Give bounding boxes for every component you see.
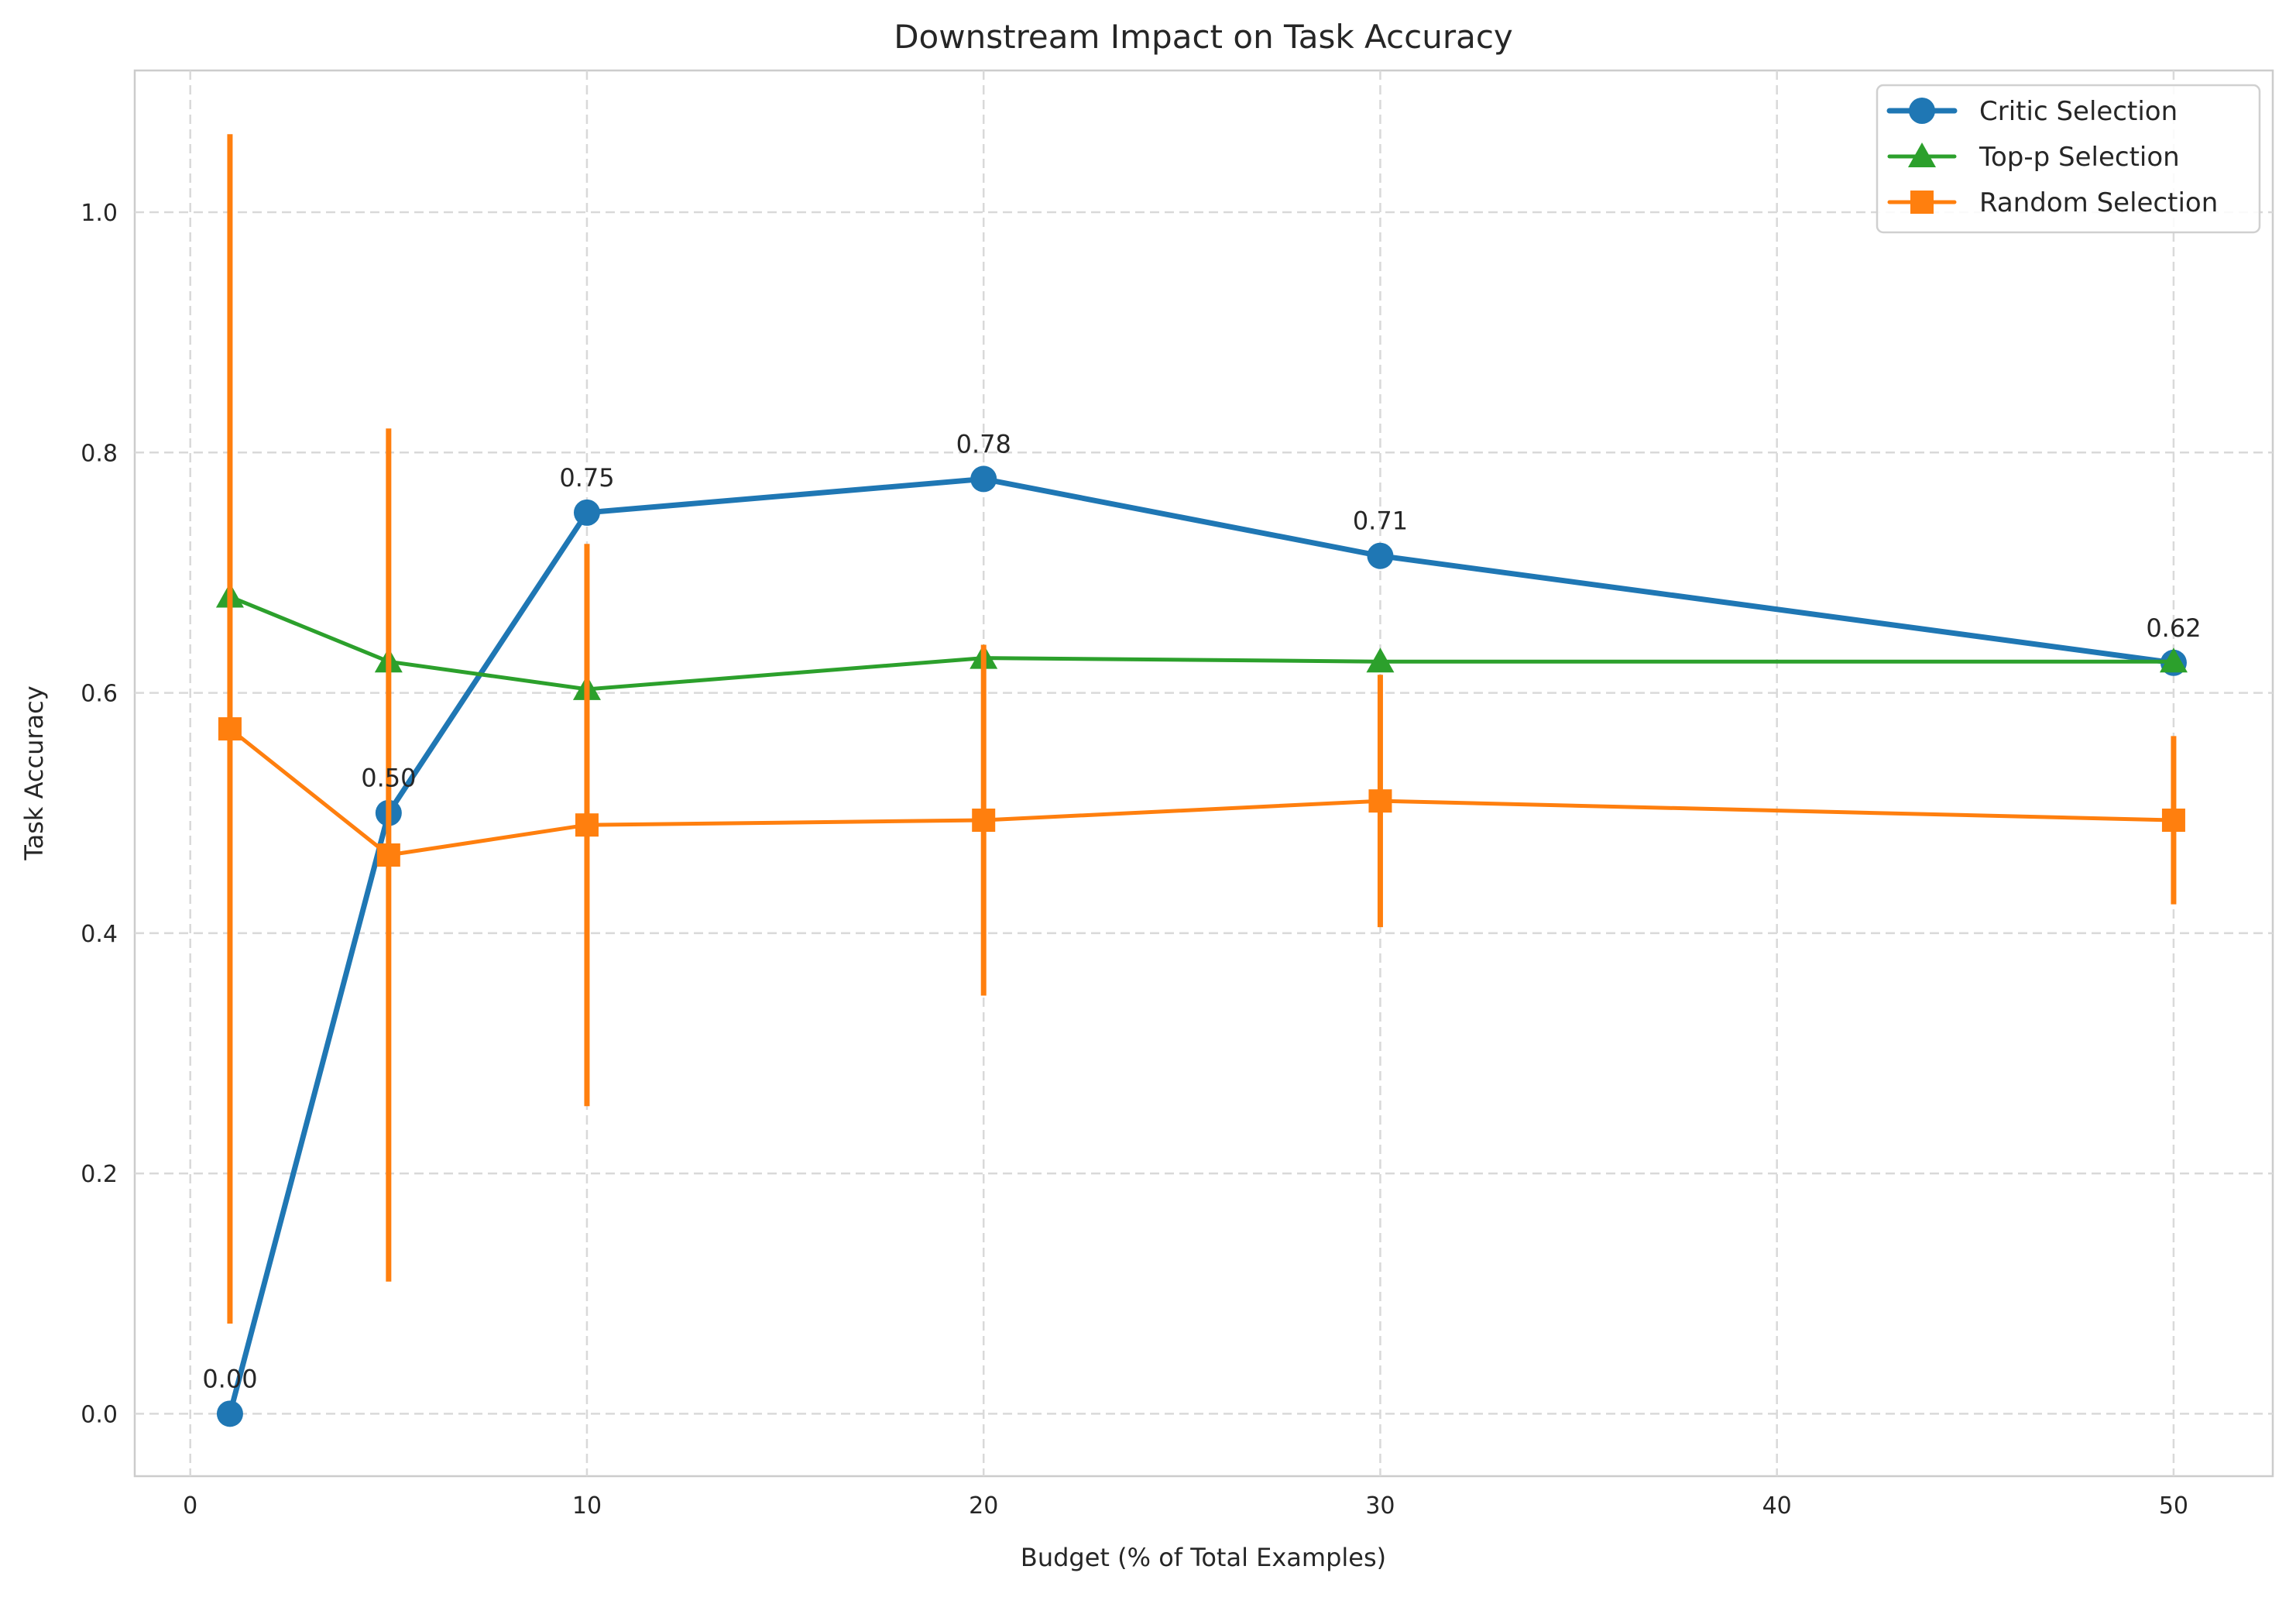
x-tick-label: 30 [1365, 1492, 1395, 1520]
data-label: 0.75 [559, 463, 614, 493]
legend-label: Top-p Selection [1979, 142, 2180, 173]
x-tick-label: 50 [2159, 1492, 2188, 1520]
legend-marker [1909, 98, 1935, 124]
legend-box [1876, 84, 2261, 234]
x-tick-label: 20 [969, 1492, 998, 1520]
y-tick-label: 0.8 [81, 440, 118, 467]
data-point [1366, 647, 1395, 673]
data-label: 0.78 [956, 429, 1011, 458]
x-tick-label: 10 [572, 1492, 602, 1520]
data-label: 0.62 [2146, 613, 2201, 643]
data-point [2159, 647, 2188, 673]
data-label: 0.00 [202, 1364, 257, 1393]
data-point [2161, 809, 2185, 832]
x-tick-label: 40 [1762, 1492, 1792, 1520]
data-point [573, 499, 600, 526]
y-tick-label: 1.0 [81, 200, 118, 227]
plot-area [133, 69, 2274, 1478]
legend-marker [1908, 143, 1936, 167]
data-label: 0.71 [1353, 507, 1408, 536]
series-line [228, 595, 2174, 692]
legend-item: Critic Selection [1886, 96, 2178, 127]
data-point [970, 465, 997, 493]
series-line [228, 727, 2174, 857]
y-axis-label: Task Accuracy [19, 685, 49, 860]
y-tick-label: 0.6 [81, 681, 118, 708]
data-point [216, 1400, 243, 1427]
series-critic-selection [216, 465, 2187, 1427]
x-axis-label: Budget (% of Total Examples) [1021, 1543, 1386, 1572]
data-point [376, 843, 400, 867]
data-point [1367, 542, 1394, 569]
data-point [218, 717, 242, 741]
legend-item: Top-p Selection [1887, 142, 2180, 173]
legend: Critic Selection Top-p Selection Random Se… [1876, 84, 2261, 234]
data-label: 0.50 [361, 764, 416, 793]
y-tick-label: 0.0 [81, 1401, 118, 1428]
legend-label: Critic Selection [1979, 96, 2178, 127]
legend-marker [1910, 191, 1934, 214]
data-point [575, 813, 599, 837]
legend-label: Random Selection [1979, 187, 2218, 218]
series-random-selection [218, 134, 2185, 1324]
data-point [972, 809, 996, 832]
chart-title: Downstream Impact on Task Accuracy [894, 18, 1513, 56]
x-tick-label: 0 [183, 1492, 197, 1520]
data-point [1368, 789, 1392, 813]
legend-item: Random Selection [1887, 187, 2218, 218]
y-tick-label: 0.2 [81, 1161, 118, 1188]
series-line [227, 476, 2174, 1415]
y-tick-label: 0.4 [81, 921, 118, 948]
